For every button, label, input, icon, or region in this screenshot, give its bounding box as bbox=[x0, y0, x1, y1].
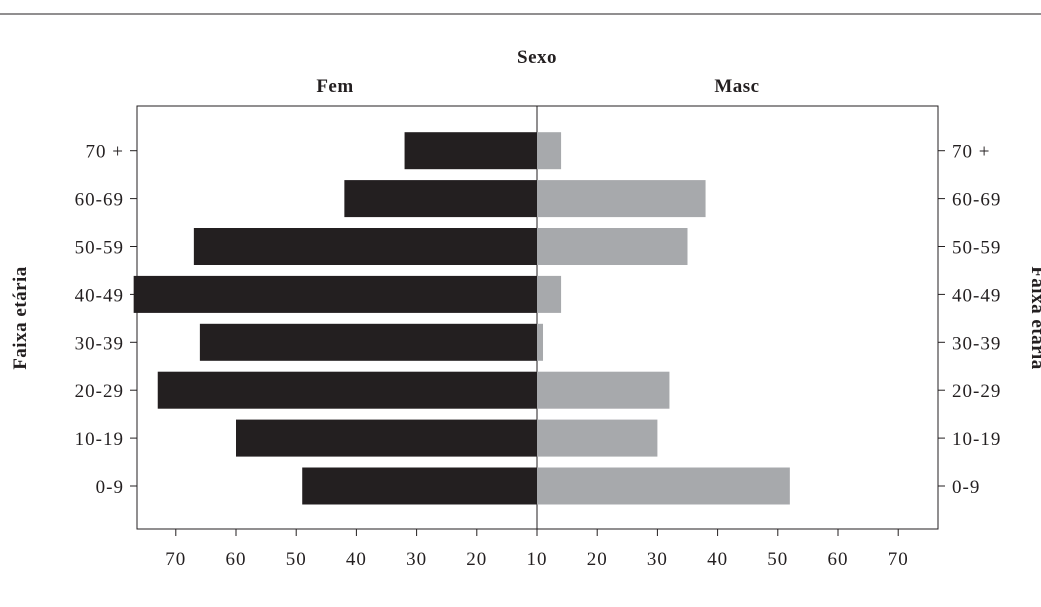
x-tick-left-label: 40 bbox=[346, 549, 367, 570]
x-tick-left-label: 50 bbox=[286, 549, 307, 570]
bar-fem-30-39 bbox=[199, 323, 537, 361]
bar-masc-70+ bbox=[537, 132, 562, 170]
y-tick-label-left: 60-69 bbox=[75, 190, 124, 211]
bars-layer bbox=[133, 132, 790, 505]
bar-fem-40-49 bbox=[133, 275, 537, 313]
y-tick-label-right: 30-39 bbox=[952, 333, 1001, 354]
y-tick-label-left: 50-59 bbox=[75, 238, 124, 259]
ticks-layer: 0-9 0-9 10-19 10-19 20-29 20-29 30-39 30-39 40-4… bbox=[75, 142, 1001, 570]
x-tick-right-label: 40 bbox=[707, 549, 728, 570]
x-tick-left-label: 30 bbox=[406, 549, 427, 570]
bar-fem-50-59 bbox=[193, 228, 538, 265]
bar-masc-20-29 bbox=[537, 371, 670, 409]
x-tick-left-label: 20 bbox=[466, 549, 487, 570]
x-tick-left-label: 10 bbox=[527, 549, 548, 570]
x-tick-right-label: 60 bbox=[828, 549, 849, 570]
bar-masc-60-69 bbox=[537, 180, 706, 218]
y-tick-label-left: 70 + bbox=[86, 142, 124, 163]
x-tick-left-label: 60 bbox=[226, 549, 247, 570]
y-tick-label-left: 10-19 bbox=[75, 429, 124, 450]
bar-fem-60-69 bbox=[344, 180, 537, 218]
y-tick-label-left: 0-9 bbox=[96, 477, 124, 498]
bar-fem-10-19 bbox=[236, 419, 537, 457]
bar-masc-10-19 bbox=[537, 419, 658, 457]
bar-masc-50-59 bbox=[537, 228, 688, 265]
y-tick-label-right: 50-59 bbox=[952, 238, 1001, 259]
y-axis-label: Faixa etária bbox=[10, 266, 31, 370]
y-tick-label-left: 30-39 bbox=[75, 333, 124, 354]
y-tick-label-right: 20-29 bbox=[952, 381, 1001, 402]
x-tick-right-label: 50 bbox=[767, 549, 788, 570]
bar-fem-0-9 bbox=[302, 467, 537, 505]
x-tick-right-label: 20 bbox=[587, 549, 608, 570]
bar-masc-40-49 bbox=[537, 275, 562, 313]
y-tick-label-right: 60-69 bbox=[952, 190, 1001, 211]
x-tick-right-label: 30 bbox=[647, 549, 668, 570]
x-tick-left-label: 70 bbox=[165, 549, 186, 570]
y-tick-label-left: 40-49 bbox=[75, 285, 124, 306]
bar-masc-0-9 bbox=[537, 467, 790, 505]
y-tick-label-left: 20-29 bbox=[75, 381, 124, 402]
legend-label-fem: Fem bbox=[316, 76, 353, 97]
bar-fem-70+ bbox=[404, 132, 537, 170]
bar-fem-20-29 bbox=[157, 371, 538, 409]
y-tick-label-right: 0-9 bbox=[952, 477, 980, 498]
y-tick-label-right: 10-19 bbox=[952, 429, 1001, 450]
x-tick-right-label: 70 bbox=[888, 549, 909, 570]
y-tick-label-right: 40-49 bbox=[952, 285, 1001, 306]
y-tick-label-right: 70 + bbox=[952, 142, 990, 163]
bar-masc-30-39 bbox=[537, 323, 544, 361]
y-axis-label-right: Faixa etária bbox=[1027, 266, 1041, 370]
chart-title: Sexo bbox=[517, 47, 557, 68]
legend-label-masc: Masc bbox=[714, 76, 759, 97]
